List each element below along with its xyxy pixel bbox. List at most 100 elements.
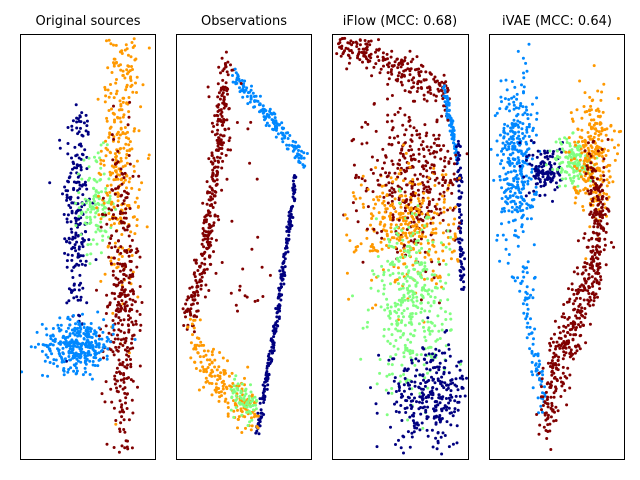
data-point [64,330,68,333]
data-point [62,369,66,373]
data-point [359,242,363,246]
data-point [534,133,538,137]
data-point [462,280,465,284]
data-point [84,113,88,117]
data-point [393,227,397,231]
data-point [122,418,126,422]
data-point [506,261,510,265]
data-point [564,177,568,181]
data-point [380,247,384,251]
data-point [229,408,233,412]
data-point [417,322,421,326]
data-point [519,195,523,199]
data-point [434,421,438,425]
data-point [525,108,529,112]
data-point [345,271,349,275]
data-point [419,237,423,241]
data-point [92,332,96,336]
data-point [116,177,120,181]
data-point [59,342,62,346]
data-point [246,102,250,106]
data-point [525,303,529,307]
data-point [211,161,215,165]
data-point [274,120,278,124]
data-point [109,223,113,227]
data-point [210,360,214,364]
data-point [127,418,131,422]
data-point [594,121,598,125]
data-point [250,418,254,422]
data-point [199,252,203,256]
data-point [116,160,120,164]
data-point [391,272,395,276]
data-point [517,130,521,134]
data-point [81,286,85,290]
data-point [207,289,211,292]
data-point [511,144,515,148]
data-point [395,400,399,404]
data-point [79,360,83,364]
data-point [365,236,369,240]
data-point [85,119,89,123]
data-point [65,259,69,263]
data-point [512,141,516,145]
data-point [361,202,365,206]
data-point [72,296,76,300]
data-point [76,254,80,258]
data-point [500,222,503,226]
data-point [123,178,127,182]
data-point [111,326,115,330]
data-point [434,231,438,235]
data-point [189,356,193,360]
data-point [67,299,71,303]
data-point [96,227,100,231]
data-point [408,387,412,391]
data-point [421,426,425,430]
axes-frame [176,34,312,460]
data-point [195,281,199,285]
data-point [266,383,270,387]
data-point [288,213,292,217]
data-point [531,386,535,390]
data-point [84,370,88,374]
data-point [222,88,226,92]
data-point [563,136,567,140]
data-point [210,353,214,357]
data-point [117,358,121,362]
data-point [500,210,504,214]
data-point [120,415,124,419]
data-point [70,338,74,342]
data-point [212,347,215,351]
data-point [215,173,219,177]
data-point [393,376,397,380]
data-point [197,344,201,348]
data-point [375,48,379,52]
data-point [100,337,104,341]
data-point [522,199,526,203]
data-point [115,78,118,81]
data-point [386,113,390,117]
data-point [277,296,281,299]
data-point [548,177,552,181]
data-point [510,205,514,209]
data-point [396,302,400,306]
data-point [418,208,422,212]
data-point [440,452,444,456]
data-point [406,338,410,342]
data-point [346,41,350,45]
data-point [604,133,608,137]
data-point [423,283,427,287]
data-point [43,343,47,347]
data-point [391,162,395,166]
data-point [511,219,515,223]
data-point [535,96,539,100]
data-point [530,370,534,374]
data-point [119,216,122,220]
data-point [569,179,573,182]
data-point [118,342,122,346]
data-point [422,183,426,187]
data-point [437,197,441,201]
data-point [210,237,214,241]
data-point [386,306,390,310]
data-point [397,287,401,291]
